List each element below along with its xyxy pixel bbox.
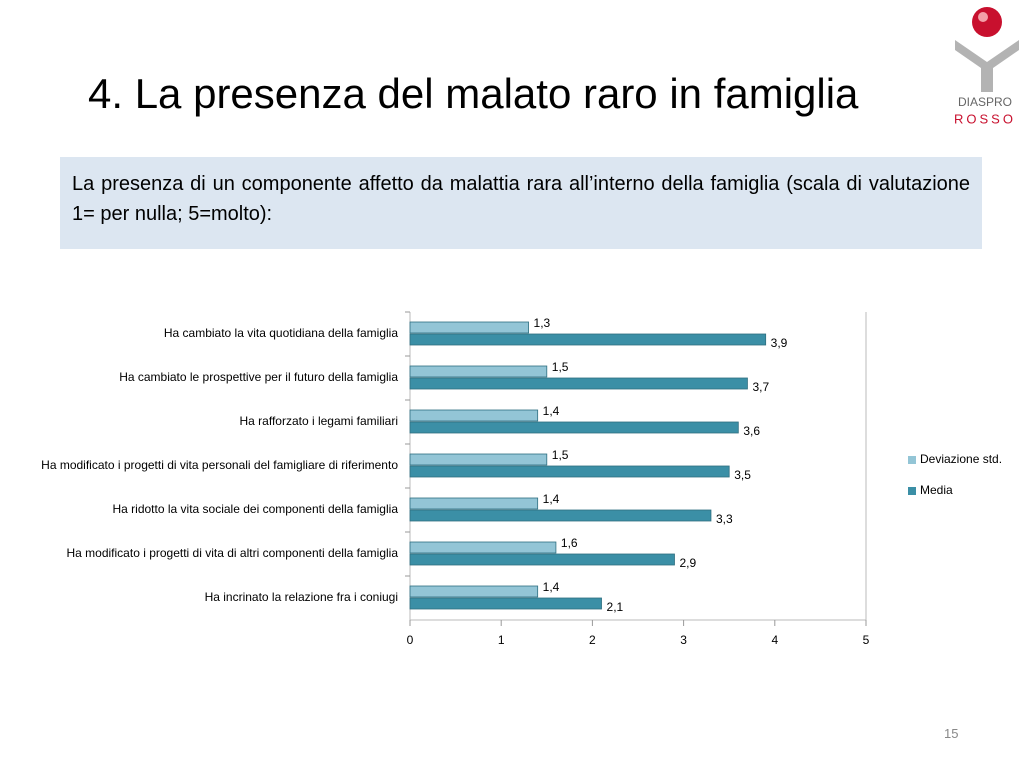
data-label: 1,5 (552, 448, 569, 462)
bar (409, 321, 529, 334)
bar (409, 597, 602, 610)
bar (409, 497, 539, 510)
page-number: 15 (944, 726, 959, 741)
bar (409, 333, 767, 346)
legend-swatch (908, 487, 916, 495)
x-tick-label: 3 (680, 633, 687, 647)
data-label: 3,5 (734, 468, 751, 482)
data-label: 3,9 (771, 336, 788, 350)
data-label: 1,4 (543, 404, 560, 418)
y-tick-label: Ha cambiato la vita quotidiana della fam… (164, 326, 398, 340)
data-label: 2,1 (607, 600, 624, 614)
bar (409, 453, 548, 466)
data-label: 2,9 (679, 556, 696, 570)
legend-label: Deviazione std. (920, 452, 1002, 466)
x-tick-label: 4 (771, 633, 778, 647)
y-tick-label: Ha incrinato la relazione fra i coniugi (205, 590, 398, 604)
data-label: 1,4 (543, 492, 560, 506)
y-tick-label: Ha rafforzato i legami familiari (239, 414, 398, 428)
logo-text: DIASPRO (958, 95, 1012, 109)
bar (409, 553, 675, 566)
bar (409, 509, 712, 522)
bar (409, 541, 557, 554)
data-label: 3,3 (716, 512, 733, 526)
data-label: 3,7 (752, 380, 769, 394)
data-label: 1,5 (552, 360, 569, 374)
y-tick-label: Ha cambiato le prospettive per il futuro… (119, 370, 398, 384)
logo-text: ROSSO (954, 111, 1016, 126)
y-tick-label: Ha modificato i progetti di vita persona… (41, 458, 398, 472)
bar (409, 377, 748, 390)
x-tick-label: 5 (863, 633, 870, 647)
bar (409, 421, 739, 434)
x-tick-label: 2 (589, 633, 596, 647)
legend-label: Media (920, 483, 953, 497)
y-tick-label: Ha ridotto la vita sociale dei component… (113, 502, 399, 516)
bar (409, 465, 730, 478)
data-label: 1,3 (534, 316, 551, 330)
data-label: 3,6 (743, 424, 760, 438)
bar (409, 409, 539, 422)
logo: DIASPRO ROSSO (954, 7, 1019, 126)
y-tick-label: Ha modificato i progetti di vita di altr… (67, 546, 399, 560)
legend-swatch (908, 456, 916, 464)
bar (409, 365, 548, 378)
slide-title: 4. La presenza del malato raro in famigl… (88, 70, 859, 117)
description-box: La presenza di un componente affetto da … (60, 157, 982, 249)
data-label: 1,4 (543, 580, 560, 594)
bar (409, 585, 539, 598)
x-tick-label: 1 (498, 633, 505, 647)
x-tick-label: 0 (407, 633, 414, 647)
data-label: 1,6 (561, 536, 578, 550)
